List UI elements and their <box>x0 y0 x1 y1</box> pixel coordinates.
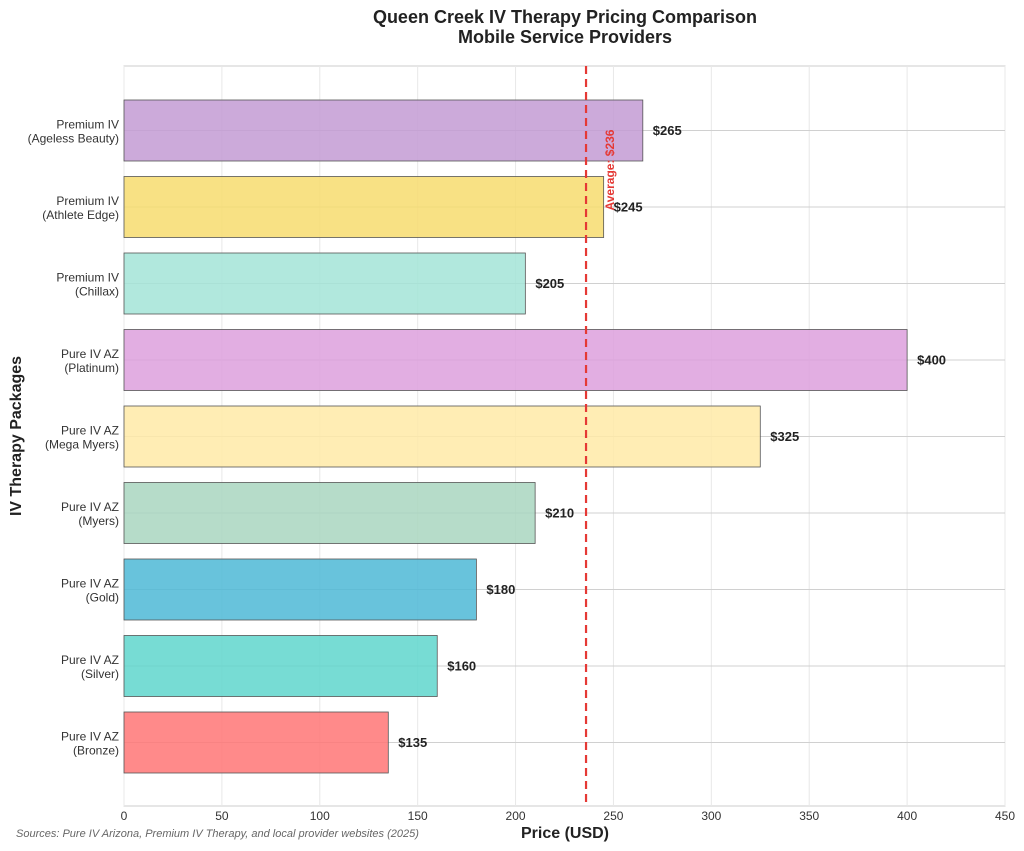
value-label-7: $160 <box>447 659 476 674</box>
bar-5 <box>123 482 536 544</box>
bar-6 <box>123 558 477 621</box>
x-tick-label-1: 50 <box>215 809 229 823</box>
value-label-1: $245 <box>614 200 643 215</box>
x-tick-label-5: 250 <box>603 809 623 823</box>
y-category-label-2: Premium IV (Chillax) <box>56 271 119 299</box>
value-label-4: $325 <box>770 429 799 444</box>
y-category-label-7: Pure IV AZ (Silver) <box>61 653 119 681</box>
x-tick-label-4: 200 <box>506 809 526 823</box>
chart-title: Queen Creek IV Therapy Pricing Compariso… <box>373 7 757 27</box>
y-category-label-4: Pure IV AZ (Mega Myers) <box>45 424 119 452</box>
value-label-6: $180 <box>486 582 515 597</box>
value-label-3: $400 <box>917 353 946 368</box>
bar-3 <box>123 329 908 391</box>
y-axis-title: IV Therapy Packages <box>8 356 25 516</box>
bar-2 <box>123 252 526 315</box>
average-line-group: Average: $236 <box>584 66 617 806</box>
x-tick-label-3: 150 <box>408 809 428 823</box>
bars: $265 $245 $205 $400 $325 $210 $180 $160 $135 <box>123 99 946 774</box>
x-tick-label-0: 0 <box>121 809 128 823</box>
source-note: Sources: Pure IV Arizona, Premium IV The… <box>16 828 419 840</box>
bar-0 <box>123 99 644 162</box>
x-tick-label-6: 300 <box>701 809 721 823</box>
y-axis-category-labels: Premium IV (Ageless Beauty) Premium IV (Ath… <box>28 118 119 758</box>
bar-8 <box>123 711 389 774</box>
average-label: Average: $236 <box>603 129 617 210</box>
x-tick-label-2: 100 <box>310 809 330 823</box>
y-category-label-1: Premium IV (Athlete Edge) <box>42 194 119 222</box>
x-tick-label-7: 350 <box>799 809 819 823</box>
y-category-label-8: Pure IV AZ (Bronze) <box>61 730 119 758</box>
value-label-0: $265 <box>653 123 682 138</box>
y-category-label-3: Pure IV AZ (Platinum) <box>61 347 119 375</box>
y-category-label-6: Pure IV AZ (Gold) <box>61 577 119 605</box>
value-label-8: $135 <box>398 735 427 750</box>
bar-7 <box>123 635 438 697</box>
bar-1 <box>123 176 605 238</box>
bar-4 <box>123 405 761 468</box>
x-tick-label-9: 450 <box>995 809 1015 823</box>
x-axis-ticks: 0 50 100 150 200 250 300 350 400 450 <box>121 809 1016 823</box>
y-category-label-0: Premium IV (Ageless Beauty) <box>28 118 119 146</box>
x-axis-title: Price (USD) <box>521 825 609 842</box>
value-label-2: $205 <box>535 276 564 291</box>
value-label-5: $210 <box>545 506 574 521</box>
chart-subtitle: Mobile Service Providers <box>458 27 672 47</box>
y-category-label-5: Pure IV AZ (Myers) <box>61 500 119 528</box>
x-tick-label-8: 400 <box>897 809 917 823</box>
